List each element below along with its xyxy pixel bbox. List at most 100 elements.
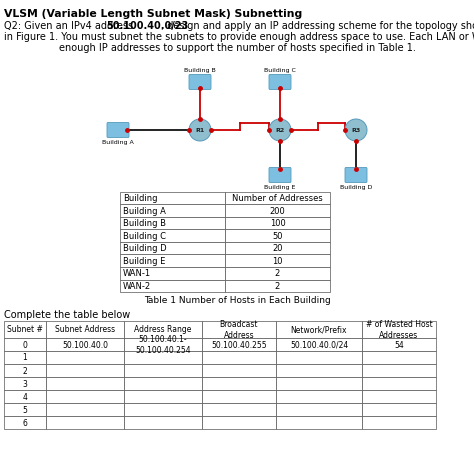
Text: R1: R1	[195, 128, 205, 132]
Bar	[202, 416, 276, 429]
Bar	[225, 230, 330, 242]
Text: Subnet Address: Subnet Address	[55, 325, 115, 335]
Text: Building E: Building E	[123, 257, 165, 266]
Text: Network/Prefix: Network/Prefix	[291, 325, 347, 335]
Bar	[120, 230, 225, 242]
Text: VLSM (Variable Length Subnet Mask) Subnetting: VLSM (Variable Length Subnet Mask) Subne…	[4, 9, 302, 19]
Text: Building A: Building A	[102, 140, 134, 145]
Text: 100: 100	[270, 219, 285, 228]
Bar	[4, 416, 46, 429]
Bar	[120, 205, 225, 217]
Bar	[225, 217, 330, 230]
Bar	[124, 377, 202, 390]
Bar	[276, 403, 362, 416]
Bar	[362, 416, 436, 429]
Text: Building: Building	[123, 194, 157, 203]
Text: 5: 5	[23, 406, 27, 414]
Text: Building B: Building B	[123, 219, 166, 228]
Bar	[202, 390, 276, 403]
Text: 50.100.40.255: 50.100.40.255	[211, 341, 267, 349]
Bar	[46, 338, 124, 351]
Bar	[124, 338, 202, 351]
Text: in Figure 1. You must subnet the subnets to provide enough address space to use.: in Figure 1. You must subnet the subnets…	[4, 32, 474, 42]
Text: 50: 50	[272, 232, 283, 241]
Bar	[202, 364, 276, 377]
Bar	[124, 364, 202, 377]
Bar	[276, 338, 362, 351]
Text: Subnet #: Subnet #	[7, 325, 43, 335]
Text: 50.100.40.1-
50.100.40.254: 50.100.40.1- 50.100.40.254	[135, 335, 191, 355]
Text: 1: 1	[23, 354, 27, 362]
Text: Address Range: Address Range	[134, 325, 191, 335]
Bar	[120, 254, 225, 267]
Bar	[276, 364, 362, 377]
Bar	[120, 217, 225, 230]
Text: Complete the table below: Complete the table below	[4, 310, 130, 320]
Bar	[276, 377, 362, 390]
Bar	[120, 267, 225, 279]
Bar	[4, 351, 46, 364]
Text: 20: 20	[272, 244, 283, 253]
Bar	[225, 205, 330, 217]
Bar	[46, 351, 124, 364]
Text: R3: R3	[351, 128, 361, 132]
Bar	[276, 351, 362, 364]
Bar	[362, 377, 436, 390]
Bar	[225, 254, 330, 267]
Bar	[4, 390, 46, 403]
Bar	[202, 338, 276, 351]
Text: Q2: Given an IPv4 address: Q2: Given an IPv4 address	[4, 21, 136, 31]
Circle shape	[269, 119, 291, 141]
Bar	[202, 351, 276, 364]
Text: 50.100.40.0: 50.100.40.0	[62, 341, 108, 349]
Bar	[120, 242, 225, 254]
FancyBboxPatch shape	[189, 75, 211, 89]
Text: 10: 10	[272, 257, 283, 266]
Text: 2: 2	[275, 269, 280, 278]
Bar	[362, 351, 436, 364]
Text: Number of Addresses: Number of Addresses	[232, 194, 323, 203]
Bar	[46, 377, 124, 390]
Circle shape	[189, 119, 211, 141]
Bar	[124, 416, 202, 429]
Text: WAN-2: WAN-2	[123, 282, 151, 291]
Bar	[4, 338, 46, 351]
Bar	[202, 377, 276, 390]
Text: enough IP addresses to support the number of hosts specified in Table 1.: enough IP addresses to support the numbe…	[59, 43, 415, 53]
Text: Building C: Building C	[123, 232, 166, 241]
Text: # of Wasted Host
Addresses: # of Wasted Host Addresses	[365, 320, 432, 340]
Bar	[124, 321, 202, 338]
FancyBboxPatch shape	[269, 75, 291, 89]
Bar	[225, 242, 330, 254]
Text: 3: 3	[23, 379, 27, 389]
Text: Building D: Building D	[123, 244, 167, 253]
Bar	[202, 321, 276, 338]
Text: , design and apply an IP addressing scheme for the topology shown: , design and apply an IP addressing sche…	[161, 21, 474, 31]
Bar	[276, 416, 362, 429]
Bar	[4, 321, 46, 338]
Text: 6: 6	[23, 419, 27, 427]
Bar	[120, 279, 225, 292]
Text: 54: 54	[394, 341, 404, 349]
FancyBboxPatch shape	[107, 123, 129, 137]
Text: Building D: Building D	[340, 185, 372, 190]
Bar	[202, 403, 276, 416]
Text: WAN-1: WAN-1	[123, 269, 151, 278]
Bar	[362, 338, 436, 351]
Bar	[362, 321, 436, 338]
Text: Building E: Building E	[264, 185, 296, 190]
Text: 2: 2	[275, 282, 280, 291]
Bar	[124, 390, 202, 403]
Bar	[46, 364, 124, 377]
Bar	[362, 364, 436, 377]
Bar	[276, 321, 362, 338]
Circle shape	[345, 119, 367, 141]
Bar	[46, 321, 124, 338]
Text: Table 1 Number of Hosts in Each Building: Table 1 Number of Hosts in Each Building	[144, 296, 330, 305]
Bar	[4, 364, 46, 377]
Bar	[225, 279, 330, 292]
Text: 2: 2	[23, 366, 27, 376]
Text: 4: 4	[23, 392, 27, 402]
Text: Building B: Building B	[184, 68, 216, 73]
Text: Broadcast
Address: Broadcast Address	[220, 320, 258, 340]
